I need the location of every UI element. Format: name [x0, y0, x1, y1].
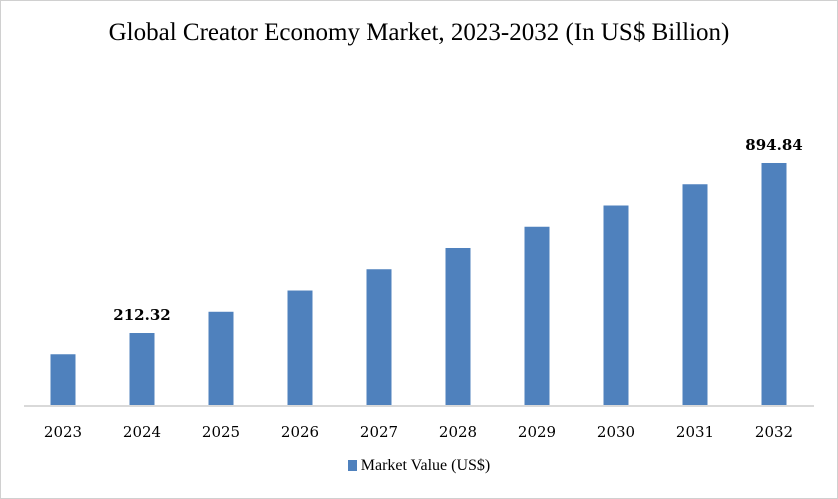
bar-2024: [129, 333, 155, 405]
x-tick-label: 2023: [44, 423, 82, 441]
legend: Market Value (US$): [0, 457, 838, 475]
legend-swatch: [347, 460, 357, 471]
x-tick-label: 2030: [597, 423, 635, 441]
x-tick-label: 2025: [202, 423, 240, 441]
x-tick-label: 2024: [123, 423, 161, 441]
legend-label: Market Value (US$): [360, 457, 491, 474]
data-label: 894.84: [745, 136, 802, 154]
bar-2031: [682, 184, 708, 405]
chart-title: Global Creator Economy Market, 2023-2032…: [108, 19, 730, 46]
data-label: 212.32: [113, 306, 170, 324]
x-tick-label: 2031: [676, 423, 714, 441]
bar-2028: [445, 247, 471, 405]
bar-2030: [603, 205, 629, 405]
bar-2025: [208, 311, 234, 405]
x-tick-label: 2029: [518, 423, 556, 441]
bar-2027: [366, 269, 392, 405]
bar-2023: [50, 354, 76, 405]
bar-2026: [287, 290, 313, 405]
x-tick-label: 2027: [360, 423, 398, 441]
x-tick-label: 2028: [439, 423, 477, 441]
x-tick-label: 2032: [755, 423, 793, 441]
x-tick-label: 2026: [281, 423, 319, 441]
bar-2032: [761, 162, 787, 405]
bar-2029: [524, 226, 550, 405]
